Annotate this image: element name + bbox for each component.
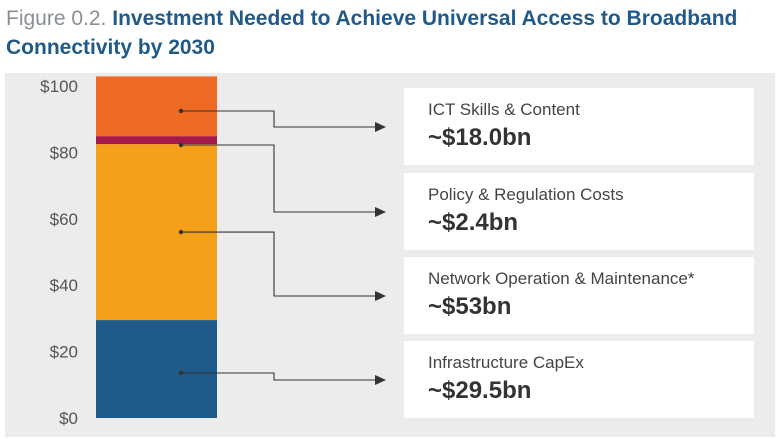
bar-segment-3 xyxy=(96,76,217,137)
connector-line xyxy=(178,229,386,301)
y-tick-label: $20 xyxy=(50,343,78,362)
card-value: ~$2.4bn xyxy=(428,209,519,236)
card-network-operation: Network Operation & Maintenance* ~$53bn xyxy=(404,257,754,334)
card-value: ~$53bn xyxy=(428,293,512,320)
y-tick-label: $100 xyxy=(40,77,78,96)
title-text: Investment Needed to Achieve Universal A… xyxy=(6,7,738,59)
bar-segment-0 xyxy=(96,320,217,418)
figure-label: Figure 0.2. xyxy=(6,7,107,30)
bar-segment-2 xyxy=(96,136,217,145)
chart-title: Figure 0.2. Investment Needed to Achieve… xyxy=(6,4,776,62)
card-label: ICT Skills & Content xyxy=(428,100,580,119)
card-policy-regulation: Policy & Regulation Costs ~$2.4bn xyxy=(404,173,754,250)
card-value: ~$29.5bn xyxy=(428,377,532,404)
y-tick-label: $40 xyxy=(50,276,78,295)
y-tick-label: $60 xyxy=(50,210,78,229)
connector-line xyxy=(178,142,386,217)
connector-line xyxy=(178,370,386,385)
connector-line xyxy=(178,108,386,132)
card-infrastructure-capex: Infrastructure CapEx ~$29.5bn xyxy=(404,341,754,418)
card-ict-skills: ICT Skills & Content ~$18.0bn xyxy=(404,88,754,165)
y-tick-label: $80 xyxy=(50,143,78,162)
card-label: Infrastructure CapEx xyxy=(428,353,584,372)
card-value: ~$18.0bn xyxy=(428,124,532,151)
y-tick-label: $0 xyxy=(59,409,78,428)
card-label: Policy & Regulation Costs xyxy=(428,185,624,204)
card-label: Network Operation & Maintenance* xyxy=(428,269,695,288)
